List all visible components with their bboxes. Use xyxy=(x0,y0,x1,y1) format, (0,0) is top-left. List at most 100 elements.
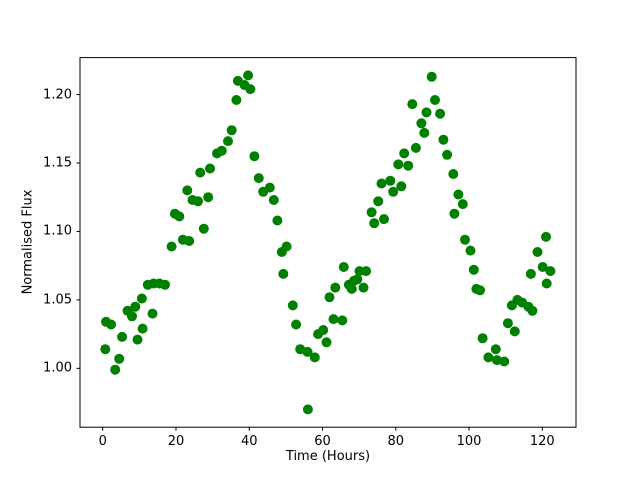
data-point xyxy=(114,353,125,364)
data-point xyxy=(410,142,421,153)
y-tick-label: 1.15 xyxy=(43,155,72,171)
x-tick-label: 20 xyxy=(167,434,185,450)
data-point xyxy=(216,145,227,156)
data-point xyxy=(106,319,117,330)
data-point xyxy=(318,325,329,335)
data-point xyxy=(160,279,170,290)
data-point xyxy=(545,266,556,277)
data-point xyxy=(127,311,137,322)
data-point xyxy=(330,282,341,293)
data-point xyxy=(328,314,339,325)
data-point xyxy=(198,223,209,234)
data-point xyxy=(268,195,279,205)
data-point xyxy=(346,283,357,294)
data-point xyxy=(430,95,440,105)
data-point xyxy=(393,159,404,170)
data-point xyxy=(321,337,332,348)
data-point xyxy=(249,151,260,162)
data-point xyxy=(385,175,396,186)
data-point xyxy=(110,364,121,375)
data-point xyxy=(309,352,320,363)
x-tick-label: 100 xyxy=(456,434,482,450)
data-point xyxy=(366,207,377,218)
data-point xyxy=(337,315,348,326)
data-point xyxy=(438,134,449,145)
data-point xyxy=(226,125,237,136)
data-point xyxy=(426,71,437,82)
x-tick-label: 60 xyxy=(314,434,331,450)
data-point xyxy=(388,186,399,197)
data-point xyxy=(100,344,111,355)
x-tick-label: 120 xyxy=(529,434,555,450)
data-point xyxy=(416,118,427,129)
data-point xyxy=(537,262,548,272)
x-axis-label: Time (Hours) xyxy=(285,449,371,464)
data-point xyxy=(184,236,195,246)
data-point xyxy=(475,285,485,296)
data-point xyxy=(421,107,432,118)
data-point xyxy=(174,211,185,222)
data-point xyxy=(541,278,552,289)
data-point xyxy=(527,305,538,316)
data-point xyxy=(442,149,453,160)
data-point xyxy=(396,181,407,192)
data-point xyxy=(245,84,256,95)
data-point xyxy=(490,344,501,355)
data-point xyxy=(541,231,551,242)
data-point xyxy=(468,264,479,275)
data-point xyxy=(509,326,520,337)
data-point xyxy=(166,241,177,252)
data-point xyxy=(448,169,459,179)
data-point xyxy=(302,404,313,415)
data-point xyxy=(253,173,264,184)
data-point xyxy=(465,245,476,256)
data-point xyxy=(483,352,494,363)
y-tick-label: 1.10 xyxy=(43,223,72,239)
data-point xyxy=(419,127,430,138)
x-tick-label: 0 xyxy=(98,434,107,450)
data-point xyxy=(502,318,513,329)
data-point xyxy=(399,148,410,159)
data-point xyxy=(136,293,147,304)
data-point xyxy=(352,274,363,285)
data-point xyxy=(457,199,468,210)
data-point xyxy=(499,356,510,367)
x-tick-label: 40 xyxy=(240,434,258,450)
data-point xyxy=(291,319,302,330)
data-point xyxy=(281,241,292,252)
data-point xyxy=(132,334,143,345)
data-point xyxy=(203,192,214,203)
data-point xyxy=(379,214,389,225)
data-point xyxy=(477,333,488,344)
data-point xyxy=(117,331,128,342)
y-axis-label: Normalised Flux xyxy=(20,189,36,295)
data-point xyxy=(130,301,141,312)
x-tick-label: 80 xyxy=(387,434,405,450)
data-point xyxy=(453,189,464,200)
data-point xyxy=(407,99,418,110)
data-point xyxy=(195,167,206,178)
data-point xyxy=(358,282,369,293)
y-tick-label: 1.20 xyxy=(43,87,72,103)
data-point xyxy=(231,95,242,105)
data-point xyxy=(137,323,148,334)
data-point xyxy=(376,178,387,189)
data-point xyxy=(193,196,203,207)
data-point xyxy=(403,160,414,171)
data-point xyxy=(460,234,470,245)
data-point xyxy=(182,185,193,196)
data-point xyxy=(147,308,158,319)
data-point xyxy=(264,182,275,193)
data-point xyxy=(223,136,233,147)
data-point xyxy=(302,346,313,357)
data-point xyxy=(435,108,446,119)
data-point xyxy=(324,292,335,303)
y-tick-label: 1.00 xyxy=(43,360,72,376)
data-point xyxy=(278,268,289,279)
data-point xyxy=(205,163,215,174)
data-point xyxy=(243,70,254,81)
data-point xyxy=(338,262,349,272)
data-point xyxy=(272,215,283,226)
data-point xyxy=(532,247,543,257)
